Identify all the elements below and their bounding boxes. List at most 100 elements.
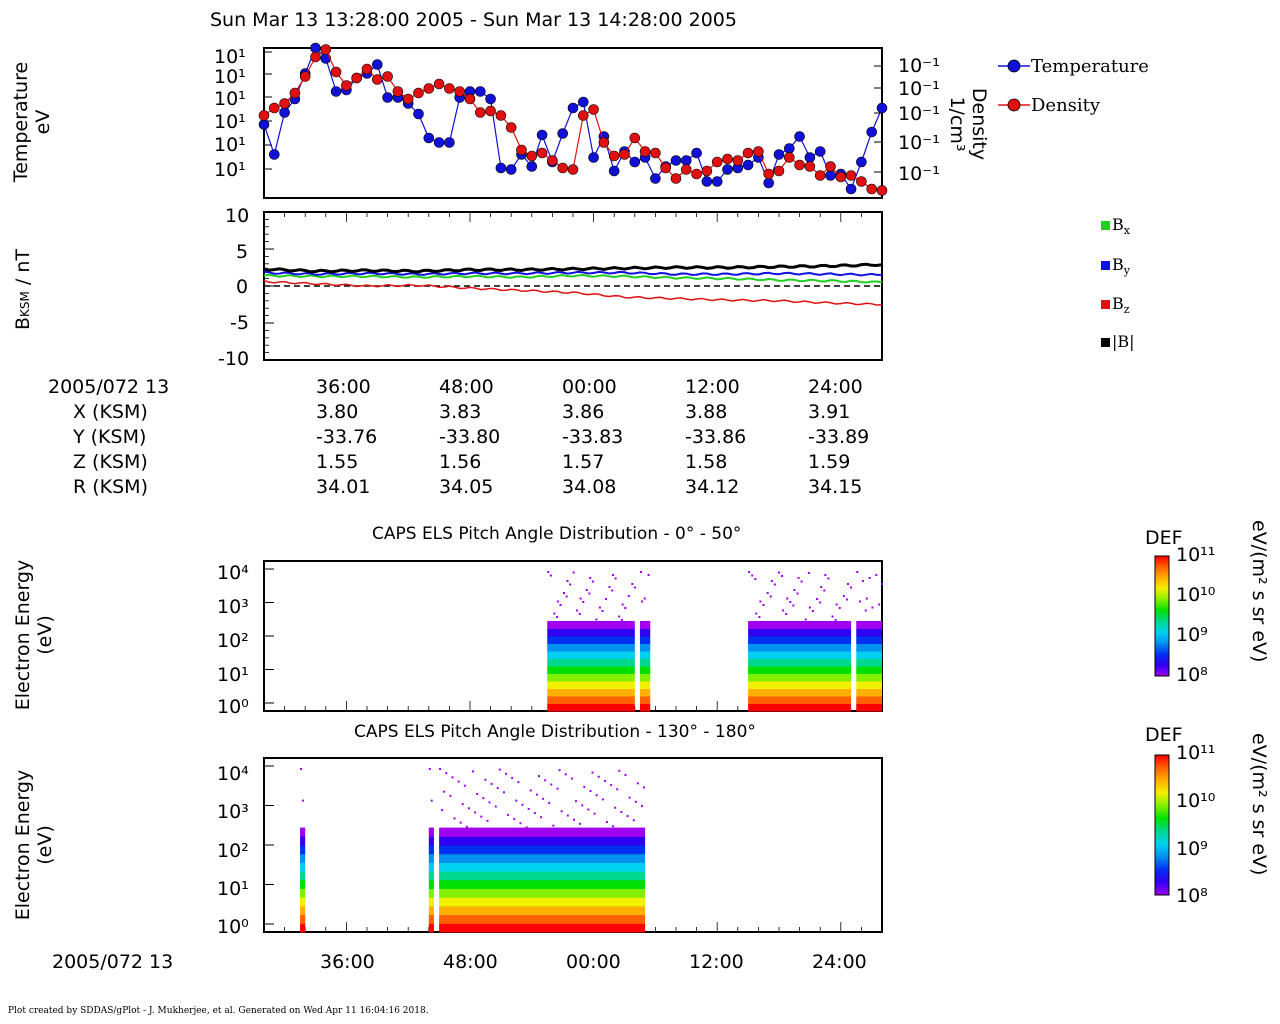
els-low-sparse-point — [827, 577, 830, 580]
els-high-band — [439, 914, 646, 924]
els-high-band — [428, 914, 434, 924]
els-low-band — [639, 681, 651, 689]
ephem-r-5: 34.15 — [808, 476, 863, 498]
ephem-z-label: Z (KSM) — [73, 451, 148, 473]
density-point — [866, 183, 878, 195]
temperature-point — [567, 102, 579, 114]
els-low-sparse-point — [808, 606, 811, 609]
els-low-sparse-point — [621, 603, 624, 606]
els-high-sparse-point — [484, 778, 487, 781]
density-point — [660, 162, 672, 174]
els-high-sparse-point — [634, 800, 637, 803]
els-low-band — [748, 673, 852, 682]
els-low-sparse-point — [871, 606, 874, 609]
els-high-sparse-point — [300, 768, 303, 770]
temperature-point — [670, 155, 682, 166]
els-high-sparse-point — [579, 822, 582, 825]
els-high-band — [439, 827, 646, 837]
temperature-point — [279, 107, 290, 118]
els-low-sparse-point — [786, 597, 789, 600]
els-low-sparse-point — [588, 592, 591, 595]
temperature-point — [825, 170, 836, 181]
els-high-sparse-point — [544, 779, 547, 782]
els-high-sparse-point — [601, 798, 604, 801]
ephem-z-3: 1.57 — [562, 451, 605, 473]
els-low-band — [547, 688, 635, 697]
els-high-sparse-point — [465, 825, 468, 828]
els-low-sparse-point — [627, 595, 630, 597]
density-point — [392, 86, 404, 97]
els-high-sparse-point — [482, 797, 485, 800]
els-high-sparse-point — [624, 773, 627, 776]
els-high-sparse-point — [533, 812, 536, 815]
els-low-sparse-point — [605, 598, 608, 600]
density-point — [495, 110, 507, 121]
els-low-sparse-point — [758, 616, 761, 618]
els-high-sparse-point — [605, 821, 608, 824]
ephem-y-3: -33.83 — [562, 426, 624, 448]
els-high-sparse-point — [550, 783, 553, 786]
e2-tick-1e0: 10⁰ — [217, 916, 249, 938]
temperature-point — [444, 137, 455, 148]
els-low-sparse-point — [831, 615, 834, 618]
temperature-legend-marker — [1007, 59, 1021, 73]
cb2-tick-10: 10¹⁰ — [1176, 790, 1216, 812]
colorbars — [1154, 555, 1170, 896]
els-high-band — [439, 905, 646, 916]
els-high-sparse-point — [595, 794, 598, 797]
els-high-band — [428, 905, 434, 916]
ephem-r-3: 34.08 — [562, 476, 617, 498]
temperature-point — [722, 164, 733, 175]
els-low-band — [639, 621, 651, 629]
density-point — [804, 161, 816, 172]
els-high-sparse-point — [628, 796, 631, 799]
els-low-band — [856, 696, 882, 704]
density-point — [753, 146, 764, 157]
els-low-band — [639, 703, 651, 712]
density-point — [742, 147, 754, 159]
els-high-sparse-point — [515, 799, 518, 802]
els-high-sparse-point — [632, 819, 635, 822]
e1-tick-1e0: 10⁰ — [217, 696, 249, 718]
b-tick-m5: -5 — [230, 312, 249, 334]
els-high-sparse-point — [640, 804, 643, 807]
bz-line — [263, 280, 883, 306]
e2-tick-1e2: 10² — [217, 840, 249, 862]
els-low-sparse-point — [618, 615, 621, 618]
els-high-band — [439, 836, 646, 846]
density-point — [413, 87, 424, 99]
els-low-sparse-point — [579, 597, 582, 600]
els-low-sparse-point — [793, 589, 796, 591]
density-point — [402, 93, 414, 105]
temperature-point — [382, 92, 393, 103]
e1-tick-1e4: 10⁴ — [217, 562, 249, 584]
temperature-point — [413, 108, 424, 120]
els-high-sparse-point — [451, 776, 454, 779]
els-low-sparse-point — [754, 578, 757, 580]
cb2-tick-11: 10¹¹ — [1176, 742, 1216, 764]
density-point — [598, 137, 610, 148]
density-point — [691, 168, 702, 180]
els-low-sparse-point — [549, 574, 552, 577]
temperature-point — [423, 132, 435, 144]
els-low-band — [748, 636, 852, 644]
density-point — [814, 170, 826, 181]
temperature-point — [258, 119, 270, 130]
els-high-sparse-point — [439, 768, 442, 770]
els-low-sparse-point — [608, 586, 611, 588]
els-low-sparse-point — [823, 589, 826, 592]
els-high-sparse-point — [519, 822, 522, 825]
temp-tick-4: 10¹ — [214, 111, 246, 133]
els-high-band — [428, 888, 434, 898]
temperature-point — [495, 162, 507, 174]
els-low-band — [547, 651, 635, 659]
els-low-band — [856, 658, 882, 667]
els-low-energy-axis-label: Electron Energy (eV) — [12, 559, 56, 711]
colorbar1-title: DEF — [1145, 527, 1183, 549]
els-high-sparse-point — [459, 821, 462, 824]
els-low-pitch-title: CAPS ELS Pitch Angle Distribution - 0° -… — [372, 524, 742, 544]
density-point — [577, 110, 589, 121]
temp-density-legend-symbols — [998, 59, 1030, 112]
els-low-band — [856, 673, 882, 682]
els-low-sparse-point — [631, 583, 634, 585]
